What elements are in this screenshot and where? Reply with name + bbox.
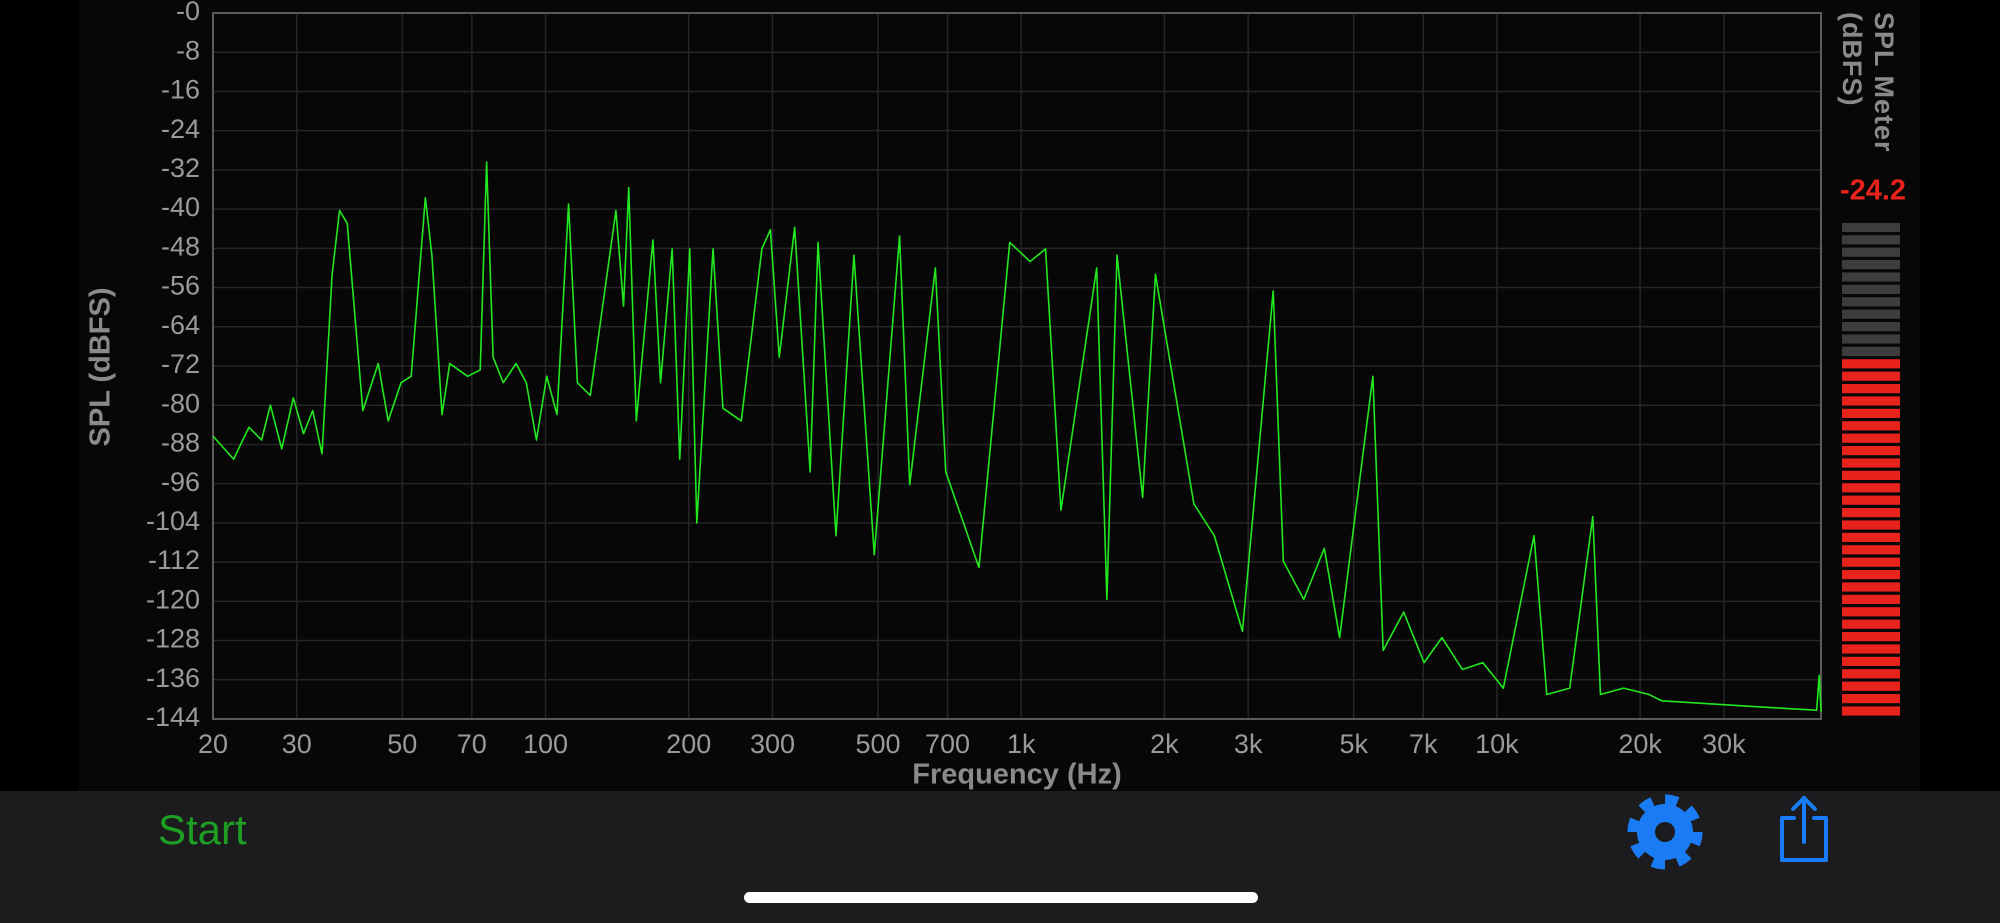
meter-level — [1842, 356, 1900, 718]
toolbar — [0, 791, 2000, 923]
y-tick-label: -16 — [161, 75, 200, 105]
x-tick-label: 70 — [457, 729, 487, 759]
axis-labels: -0 -8 -16 -24 -32 -40 -48 -56 -64 -72 -80 -88 -96 -10… — [146, 0, 1746, 759]
y-tick-label: -120 — [146, 584, 200, 614]
meter-title: SPL Meter (dBFS) — [1837, 12, 1899, 153]
y-tick-label: -80 — [161, 388, 200, 418]
y-tick-label: -136 — [146, 663, 200, 693]
meter-gap — [1842, 554, 1900, 558]
share-arrow — [1791, 796, 1817, 811]
meter-gap — [1842, 529, 1900, 533]
y-tick-label: -88 — [161, 428, 200, 458]
x-tick-label: 20 — [198, 729, 228, 759]
spl-meter — [1842, 223, 1900, 719]
x-tick-label: 3k — [1234, 729, 1263, 759]
y-tick-label: -8 — [176, 35, 200, 65]
meter-gap — [1842, 405, 1900, 409]
meter-gap — [1842, 244, 1900, 248]
x-tick-label: 100 — [523, 729, 568, 759]
meter-gap — [1842, 368, 1900, 372]
plot — [212, 161, 1822, 712]
meter-gap — [1842, 703, 1900, 707]
x-tick-label: 500 — [855, 729, 900, 759]
meter-gap — [1842, 442, 1900, 446]
y-tick-label: -128 — [146, 624, 200, 654]
y-tick-label: -72 — [161, 349, 200, 379]
meter-gap — [1842, 281, 1900, 285]
x-tick-label: 7k — [1409, 729, 1438, 759]
meter-gap — [1842, 380, 1900, 384]
meter-gap — [1842, 653, 1900, 657]
x-tick-label: 10k — [1475, 729, 1519, 759]
x-tick-label: 5k — [1339, 729, 1368, 759]
grid — [212, 12, 1821, 720]
x-tick-label: 50 — [387, 729, 417, 759]
x-tick-label: 2k — [1150, 729, 1179, 759]
meter-gap — [1842, 616, 1900, 620]
y-tick-label: -40 — [161, 192, 200, 222]
meter-gap — [1842, 492, 1900, 496]
y-tick-label: -48 — [161, 231, 200, 261]
x-tick-label: 1k — [1007, 729, 1036, 759]
y-tick-label: -24 — [161, 114, 200, 144]
meter-gap — [1842, 318, 1900, 322]
meter-gap — [1842, 430, 1900, 434]
y-tick-label: -56 — [161, 271, 200, 301]
gear-hole — [1655, 822, 1675, 842]
meter-gap — [1842, 232, 1900, 236]
meter-gap — [1842, 294, 1900, 298]
x-tick-label: 200 — [666, 729, 711, 759]
meter-gap — [1842, 591, 1900, 595]
x-tick-label: 700 — [925, 729, 970, 759]
y-tick-label: -96 — [161, 467, 200, 497]
settings-button[interactable] — [1627, 794, 1703, 870]
meter-gap — [1842, 343, 1900, 347]
meter-gap — [1842, 542, 1900, 546]
y-tick-label: -32 — [161, 153, 200, 183]
plot-frame — [212, 12, 1822, 720]
meter-gap — [1842, 331, 1900, 335]
share-button[interactable] — [1780, 796, 1828, 862]
meter-gap — [1842, 393, 1900, 397]
y-tick-label: -144 — [146, 702, 200, 732]
meter-gap — [1842, 666, 1900, 670]
meter-gap — [1842, 356, 1900, 360]
meter-gap — [1842, 480, 1900, 484]
home-indicator — [744, 892, 1258, 903]
meter-gap — [1842, 566, 1900, 570]
meter-value: -24.2 — [1840, 175, 1906, 207]
meter-gap — [1842, 467, 1900, 471]
meter-gap — [1842, 256, 1900, 260]
meter-gap — [1842, 715, 1900, 719]
meter-gap — [1842, 455, 1900, 459]
meter-gap — [1842, 604, 1900, 608]
x-tick-label: 300 — [750, 729, 795, 759]
spectrum-line — [212, 161, 1822, 712]
y-tick-label: -64 — [161, 310, 200, 340]
meter-gap — [1842, 641, 1900, 645]
x-axis-label: Frequency (Hz) — [912, 759, 1121, 791]
meter-gap — [1842, 418, 1900, 422]
meter-gap — [1842, 517, 1900, 521]
x-tick-label: 30k — [1702, 729, 1746, 759]
gear-teeth — [1627, 794, 1703, 870]
chart-panel — [79, 0, 1920, 791]
y-tick-label: -104 — [146, 506, 200, 536]
start-button[interactable]: Start — [158, 806, 247, 853]
meter-gap — [1842, 690, 1900, 694]
x-tick-label: 30 — [282, 729, 312, 759]
meter-gap — [1842, 269, 1900, 273]
meter-gap — [1842, 504, 1900, 508]
meter-gap — [1842, 579, 1900, 583]
y-axis-label: SPL (dBFS) — [85, 288, 117, 447]
share-box — [1780, 816, 1828, 862]
y-tick-label: -112 — [148, 545, 200, 575]
meter-gap — [1842, 306, 1900, 310]
meter-gap — [1842, 678, 1900, 682]
y-tick-label: -0 — [176, 0, 200, 26]
meter-gap — [1842, 628, 1900, 632]
x-tick-label: 20k — [1618, 729, 1662, 759]
